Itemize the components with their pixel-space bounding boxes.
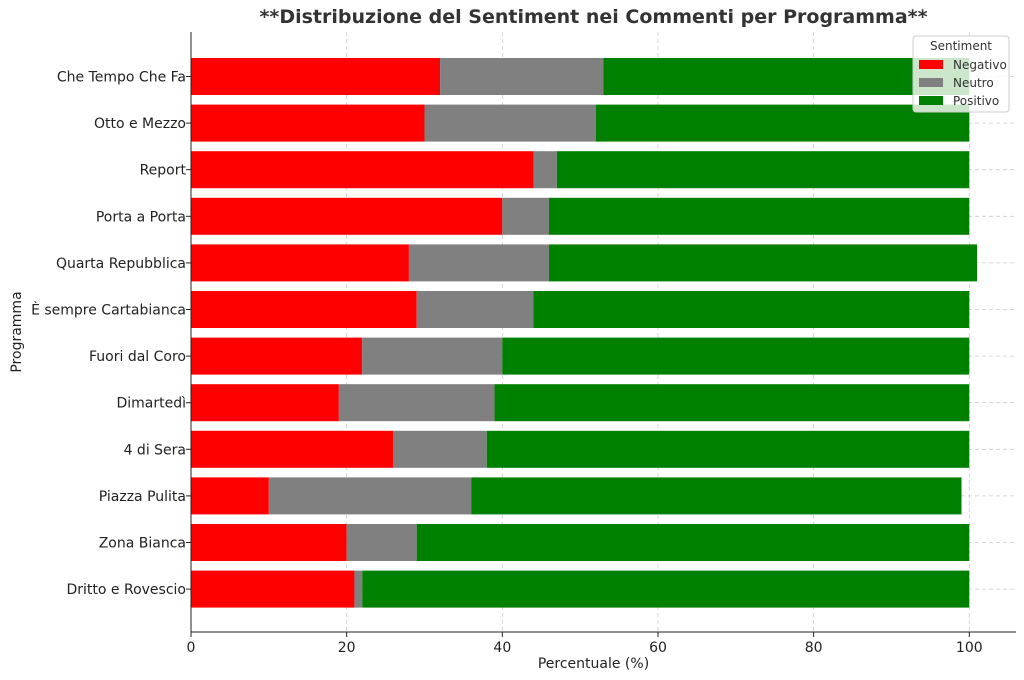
x-tick-label: 0 [187,640,196,656]
axes-layer [190,32,1016,633]
bar-positivo [556,151,970,189]
bar-neutro [362,337,503,375]
bar-neutro [346,524,417,561]
category-label: Report [140,163,187,179]
bar-negativo [191,291,417,328]
bar-negativo [191,244,409,282]
bar-neutro [338,384,495,422]
bar-negativo [191,430,394,468]
bar-positivo [502,337,970,375]
bar-neutro [408,244,550,282]
legend-swatch-negativo [919,60,943,69]
category-label: 4 di Sera [124,442,186,458]
bar-negativo [191,58,441,95]
bar-positivo [533,291,970,328]
legend-label-negativo: Negativo [953,58,1007,72]
bar-negativo [191,384,339,422]
category-label: Che Tempo Che Fa [57,70,186,86]
category-label: Piazza Pulita [99,489,186,505]
bar-negativo [191,570,355,608]
legend-swatch-neutro [919,78,943,87]
legend-label-neutro: Neutro [953,76,994,90]
y-axis-label: Programma [9,291,25,372]
bar-neutro [440,58,604,95]
x-tick-label: 80 [805,640,823,656]
x-ticks: 0 20 40 60 80 100 [187,632,983,656]
category-label: È sempre Cartabianca [31,302,186,319]
legend-title: Sentiment [930,39,992,53]
bar-negativo [191,477,269,515]
x-tick-label: 40 [493,640,511,656]
legend-items: Negativo Neutro Positivo [919,58,1007,108]
legend: Sentiment Negativo Neutro Positivo [912,35,1010,113]
bar-neutro [424,104,596,142]
bar-positivo [471,477,962,515]
bar-neutro [416,291,534,328]
x-axis-label: Percentuale (%) [538,656,649,672]
legend-box [912,35,1010,113]
y-category-labels: Che Tempo Che Fa Otto e Mezzo Report Porta … [31,70,191,598]
bar-neutro [354,570,363,608]
bar-neutro [502,197,550,235]
bar-positivo [603,58,970,95]
x-tick-label: 100 [956,640,983,656]
bar-positivo [494,384,970,422]
x-tick-label: 20 [338,640,356,656]
bar-negativo [191,524,347,561]
bar-neutro [393,430,487,468]
bar-positivo [486,430,970,468]
bars-layer [191,58,978,608]
category-label: Fuori dal Coro [89,349,186,365]
bar-positivo [595,104,970,142]
bar-neutro [533,151,557,189]
bar-positivo [362,570,970,608]
bar-negativo [191,337,363,375]
bar-negativo [191,151,534,189]
legend-label-positivo: Positivo [953,94,999,108]
bar-positivo [549,197,970,235]
legend-swatch-positivo [919,96,943,105]
bar-positivo [549,244,978,282]
bar-negativo [191,104,425,142]
chart-title: **Distribuzione del Sentiment nei Commen… [259,6,927,28]
bar-neutro [268,477,472,515]
bar-negativo [191,197,503,235]
x-tick-label: 60 [649,640,667,656]
category-label: Dritto e Rovescio [67,582,187,598]
category-label: Otto e Mezzo [94,116,186,132]
category-label: Dimartedì [116,396,186,412]
category-label: Zona Bianca [99,536,186,552]
category-label: Porta a Porta [96,209,186,225]
category-label: Quarta Repubblica [56,256,186,272]
bar-positivo [416,524,970,561]
